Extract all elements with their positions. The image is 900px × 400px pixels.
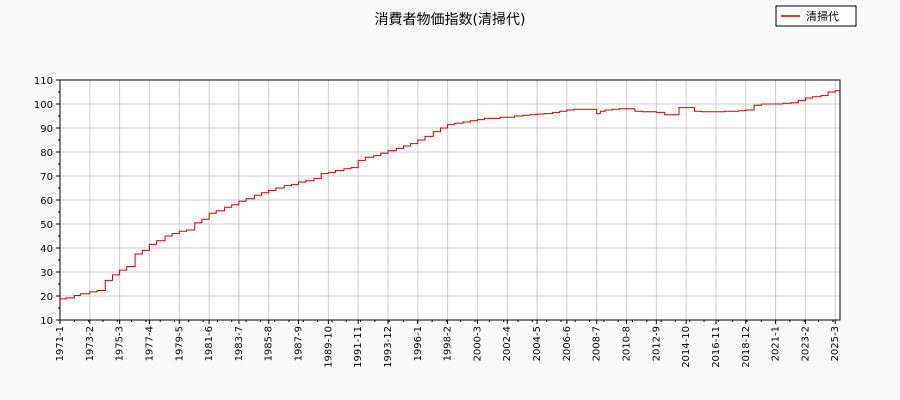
legend-box — [775, 5, 857, 27]
x-tick-label: 2010-8 — [622, 326, 633, 361]
x-tick-label: 1971-1 — [55, 326, 66, 361]
x-tick-label: 1991-11 — [353, 326, 364, 368]
y-tick-label: 70 — [40, 172, 53, 183]
x-tick-label: 1983-7 — [234, 326, 245, 361]
x-tick-label: 1981-6 — [204, 326, 215, 361]
x-tick-label: 1996-1 — [413, 326, 424, 361]
x-tick-label: 1987-9 — [294, 326, 305, 361]
x-tick-label: 1973-2 — [85, 326, 96, 361]
y-tick-label: 110 — [34, 76, 53, 87]
x-tick-label: 1993-12 — [383, 326, 394, 368]
series-line — [60, 89, 841, 300]
axes: 10 20 30 40 50 60 70 80 90 100 110 1971-1 1973-2 1975… — [34, 76, 841, 368]
x-tick-label: 2004-5 — [532, 326, 543, 361]
x-tick-label: 2006-6 — [562, 326, 573, 361]
x-tick-label: 1975-3 — [115, 326, 126, 361]
x-tick-label: 2008-7 — [592, 326, 603, 361]
y-tick-label: 90 — [40, 124, 53, 135]
legend-label: 清掃代 — [806, 9, 839, 23]
x-tick-label: 1989-10 — [323, 326, 334, 368]
x-tick-label: 2012-9 — [651, 326, 662, 361]
x-tick-label: 2018-12 — [741, 326, 752, 368]
x-tick-label: 1979-5 — [174, 326, 185, 361]
y-tick-label: 10 — [40, 316, 53, 327]
y-tick-label: 30 — [40, 268, 53, 279]
x-tick-label: 2000-3 — [472, 326, 483, 361]
y-tick-label: 40 — [40, 244, 53, 255]
y-tick-label: 100 — [34, 100, 53, 111]
x-tick-label: 2023-2 — [800, 326, 811, 361]
x-tick-label: 1985-8 — [264, 326, 275, 361]
y-tick-label: 60 — [40, 196, 53, 207]
x-tick-label: 2014-10 — [681, 326, 692, 368]
x-tick-label: 1977-4 — [144, 326, 155, 361]
y-tick-label: 20 — [40, 292, 53, 303]
y-tick-label: 50 — [40, 220, 53, 231]
legend: 清掃代 — [775, 5, 857, 27]
x-tick-label: 2021-1 — [771, 326, 782, 361]
chart-title: 消費者物価指数(清掃代) — [375, 11, 526, 28]
series-layer — [60, 89, 841, 300]
y-tick-label: 80 — [40, 148, 53, 159]
x-tick-label: 2016-11 — [711, 326, 722, 368]
x-tick-label: 2025-3 — [830, 326, 841, 361]
x-tick-label: 2002-4 — [502, 326, 513, 361]
x-tick-label: 1998-2 — [443, 326, 454, 361]
